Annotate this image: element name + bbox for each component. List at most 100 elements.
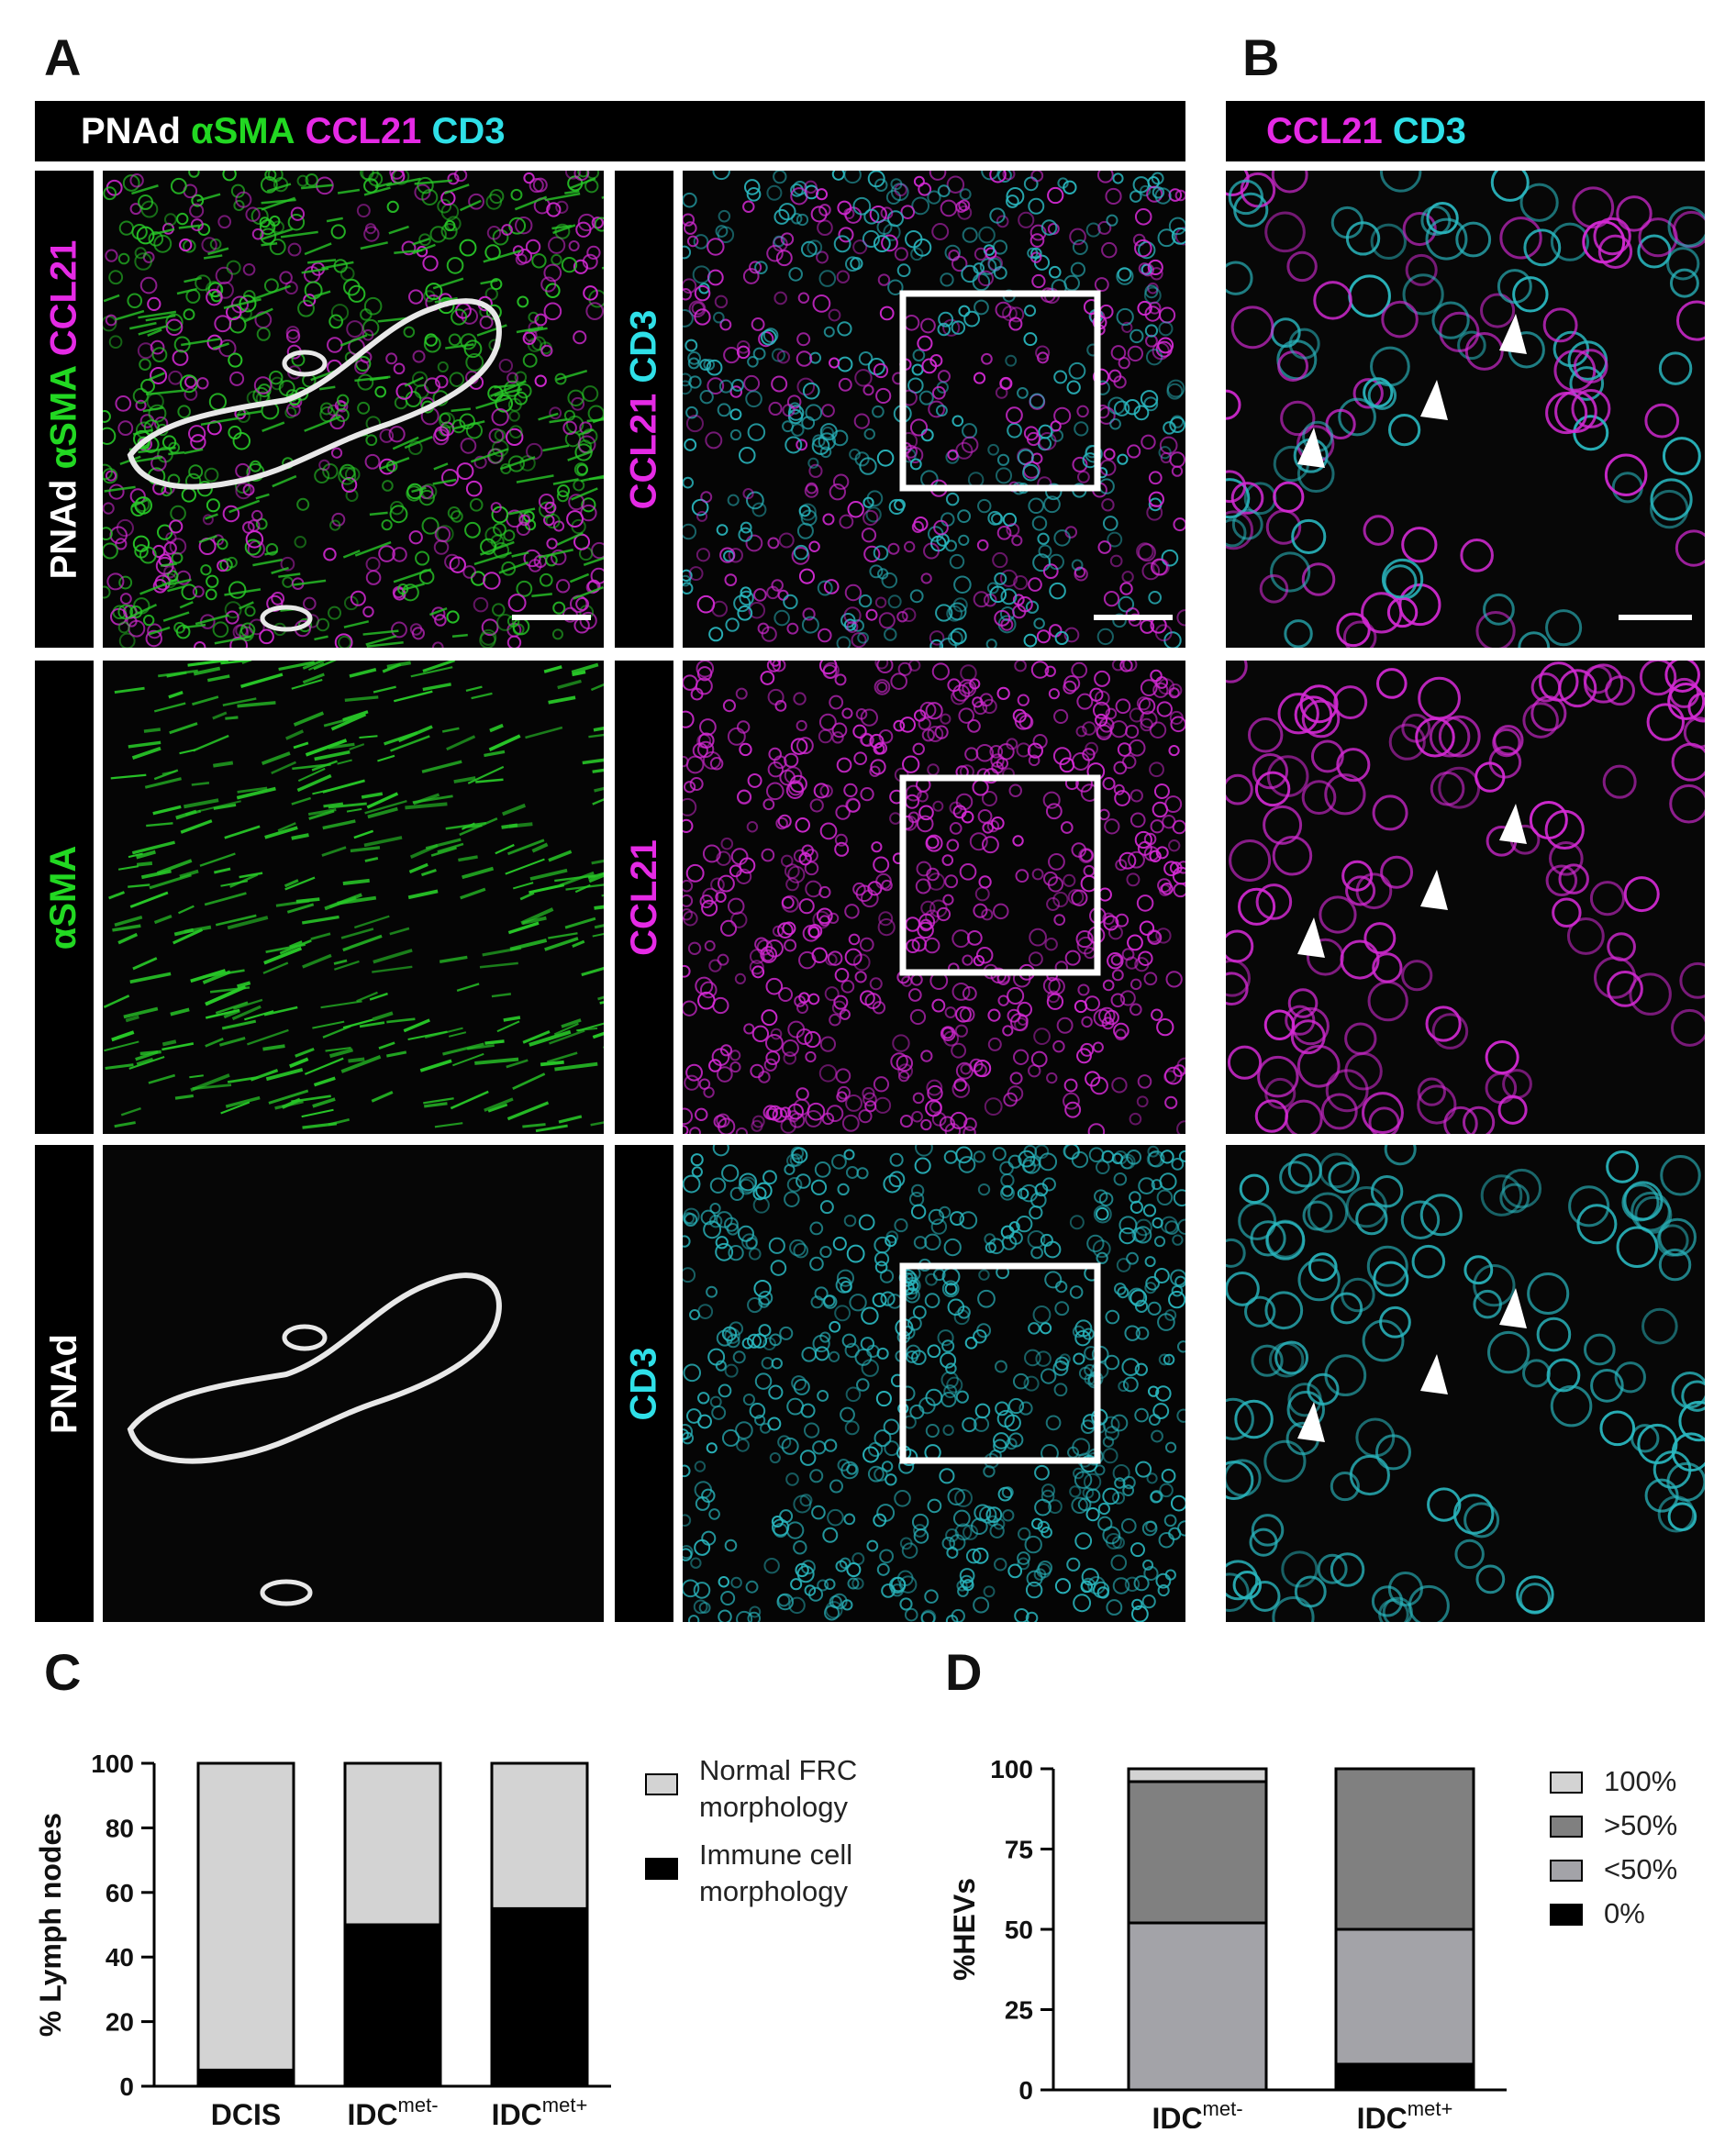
side-label-pnad: PNAd	[35, 1145, 94, 1622]
x-tick-sup: met+	[542, 2094, 588, 2116]
micrograph-cd3-svg	[683, 1145, 1185, 1622]
legend-label: Immune cell	[699, 1839, 852, 1871]
header-bar-b: CCL21 CD3	[1226, 101, 1705, 161]
x-tick-sup: met+	[1408, 2097, 1453, 2120]
legend-label: 0%	[1604, 1897, 1645, 1929]
panel-letter-b: B	[1242, 28, 1279, 87]
micrograph-cd3	[683, 1145, 1185, 1622]
fibre	[540, 1062, 564, 1065]
bar-segment	[1129, 1782, 1266, 1923]
micrograph-pnad-svg	[103, 1145, 604, 1622]
y-tick-label: 100	[91, 1750, 134, 1778]
fibre	[484, 1041, 504, 1043]
micrograph-asma	[103, 661, 604, 1134]
side-cd3-text: CD3	[624, 1347, 665, 1420]
header-cd3: CD3	[431, 111, 505, 152]
legend-swatch	[646, 1774, 677, 1794]
header-bar-a: PNAd αSMA CCL21 CD3	[35, 101, 1185, 161]
side-asma-text: αSMA	[44, 845, 85, 949]
bar-segment	[1336, 1929, 1474, 2064]
micrograph-pnad	[103, 1145, 604, 1622]
x-tick-sup: met-	[398, 2094, 439, 2116]
legend-label: morphology	[699, 1875, 848, 1907]
side-label-asma: αSMA	[35, 661, 94, 1134]
side-pnad: PNAd	[44, 479, 84, 579]
bar-segment	[198, 2070, 294, 2086]
side-ccl21-text: CCL21	[624, 839, 665, 956]
y-tick-label: 60	[106, 1879, 134, 1907]
zoom-cd3-svg	[1226, 1145, 1705, 1622]
y-axis-label: %HEVs	[948, 1878, 981, 1981]
y-tick-label: 0	[1018, 2076, 1033, 2105]
side-pnad-text: PNAd	[44, 1334, 85, 1434]
micrograph-merge-a-svg	[103, 171, 604, 648]
bar-segment	[1129, 1769, 1266, 1782]
fibre	[502, 825, 517, 827]
x-tick-label: DCIS	[211, 2098, 281, 2128]
header-asma: αSMA	[191, 111, 295, 152]
fibre	[140, 1051, 161, 1053]
y-tick-label: 80	[106, 1814, 134, 1842]
fibre	[225, 717, 238, 718]
micrograph-asma-svg	[103, 661, 604, 1134]
legend-label: morphology	[699, 1791, 848, 1823]
micrograph-merge-b	[683, 171, 1185, 648]
micrograph-merge-b-svg	[683, 171, 1185, 648]
side-label-cd3: CD3	[615, 1145, 673, 1622]
bar-segment	[345, 1925, 440, 2086]
side-asma: αSMA	[44, 366, 84, 469]
micrograph-merge-a	[103, 171, 604, 648]
header-b-cd3: CD3	[1393, 111, 1466, 152]
legend-swatch	[646, 1859, 677, 1879]
bar-segment	[198, 1763, 294, 2070]
y-tick-label: 20	[106, 2008, 134, 2037]
x-tick-label: IDCmet+	[1357, 2097, 1453, 2128]
micrograph-ccl21	[683, 661, 1185, 1134]
y-tick-label: 100	[990, 1755, 1033, 1783]
scale-bar	[512, 615, 591, 620]
fibre	[137, 863, 152, 865]
y-tick-label: 50	[1005, 1916, 1033, 1944]
x-tick-sup: met-	[1203, 2097, 1243, 2120]
fibre	[348, 1059, 364, 1061]
x-tick-label: IDCmet-	[1152, 2097, 1242, 2128]
legend-swatch	[1551, 1861, 1582, 1881]
chart-d-svg: 0255075100%HEVsIDCmet-IDCmet+100%>50%<50…	[936, 1697, 1736, 2128]
bar-segment	[492, 1763, 587, 1908]
x-tick-label: IDCmet-	[347, 2094, 438, 2128]
legend-swatch	[1551, 1816, 1582, 1837]
panel-letter-c: C	[44, 1642, 81, 1702]
fibre	[595, 906, 604, 908]
legend-swatch	[1551, 1905, 1582, 1925]
side-label-merge-right: CCL21 CD3	[615, 171, 673, 648]
micrograph-ccl21-svg	[683, 661, 1185, 1134]
bar-segment	[1129, 1923, 1266, 2090]
bar-segment	[1336, 1769, 1474, 1929]
side-cd3-b: CD3	[624, 309, 664, 383]
legend-label: Normal FRC	[699, 1754, 857, 1786]
y-tick-label: 75	[1005, 1836, 1033, 1864]
header-b-ccl21: CCL21	[1266, 111, 1383, 152]
panel-letter-d: D	[945, 1642, 982, 1702]
header-ccl21: CCL21	[306, 111, 422, 152]
header-pnad: PNAd	[81, 111, 181, 152]
zoom-ccl21	[1226, 661, 1705, 1134]
bar-segment	[1336, 2064, 1474, 2090]
zoom-merge-svg	[1226, 171, 1705, 648]
y-tick-label: 40	[106, 1943, 134, 1972]
zoom-merge	[1226, 171, 1705, 648]
side-label-ccl21: CCL21	[615, 661, 673, 1134]
scale-bar	[1619, 615, 1692, 620]
legend-label: <50%	[1604, 1853, 1677, 1885]
legend-label: 100%	[1604, 1765, 1676, 1797]
x-tick-label: IDCmet+	[492, 2094, 588, 2128]
bar-segment	[345, 1763, 440, 1925]
zoom-cd3	[1226, 1145, 1705, 1622]
y-tick-label: 0	[119, 2072, 134, 2101]
legend-swatch	[1551, 1772, 1582, 1793]
fibre	[144, 729, 161, 731]
side-ccl21: CCL21	[44, 239, 84, 356]
